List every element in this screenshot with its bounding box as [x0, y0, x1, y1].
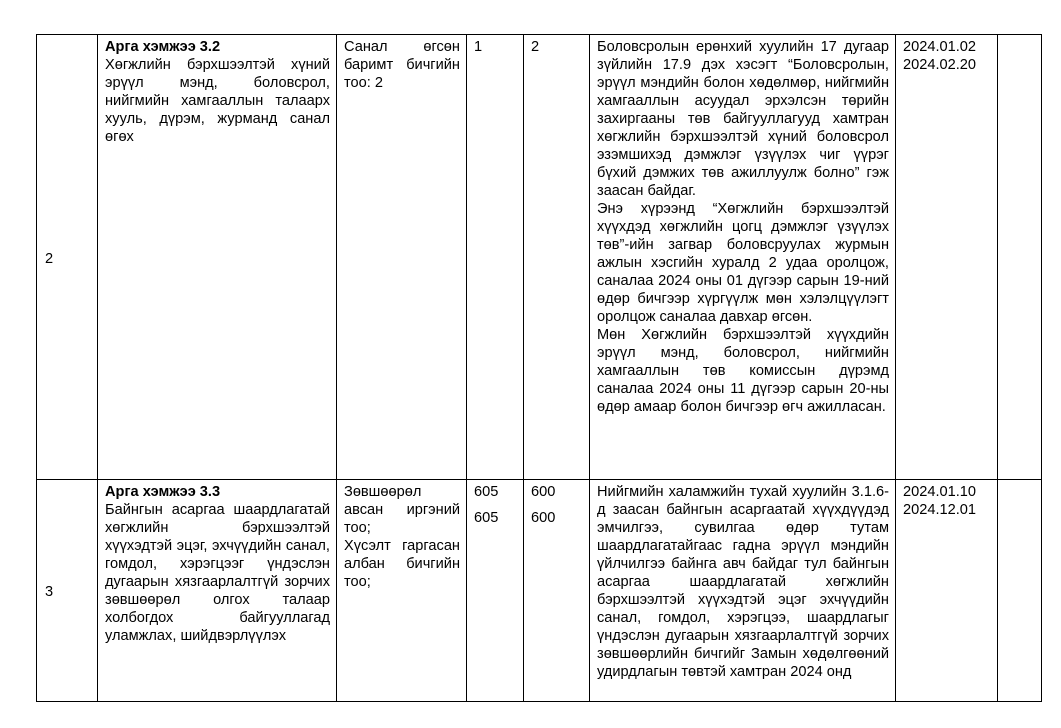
baseline-value: 605: [474, 484, 499, 500]
baseline-value: 605: [474, 510, 499, 526]
measure-text: Байнгын асаргаа шаардлагатай хөгжлийн бэ…: [105, 502, 330, 644]
description-cell: Нийгмийн халамжийн тухай хуулийн 3.1.6-д…: [589, 479, 896, 702]
date-end: 2024.02.20: [903, 57, 977, 73]
note-cell: [997, 34, 1042, 480]
dates-cell: 2024.01.02 2024.02.20: [895, 34, 998, 480]
target-value: 600: [531, 510, 556, 526]
description-paragraph: Мөн Хөгжлийн бэрхшээлтэй хүүхдийн эрүүл …: [597, 327, 889, 415]
target-cell: 600 600: [523, 479, 590, 702]
target-cell: 2: [523, 34, 590, 480]
indicator-cell: Санал өгсөн баримт бичгийн тоо: 2: [336, 34, 467, 480]
table-row: 3 Арга хэмжээ 3.3 Байнгын асаргаа шаардл…: [36, 479, 1042, 702]
measure-text: Хөгжлийн бэрхшээлтэй хүний эрүүл мэнд, б…: [105, 57, 330, 145]
description-paragraph: Боловсролын ерөнхий хуулийн 17 дугаар зү…: [597, 39, 889, 199]
indicator-cell: Зөвшөөрөл авсан иргэний тоо; Хүсэлт гарг…: [336, 479, 467, 702]
measure-cell: Арга хэмжээ 3.2 Хөгжлийн бэрхшээлтэй хүн…: [97, 34, 337, 480]
measure-title: Арга хэмжээ 3.3: [105, 484, 221, 500]
baseline-cell: 605 605: [466, 479, 524, 702]
indicator-item: Зөвшөөрөл авсан иргэний тоо;: [344, 484, 460, 536]
date-end: 2024.12.01: [903, 502, 977, 518]
target-value: 600: [531, 484, 556, 500]
measure-title: Арга хэмжээ 3.2: [105, 39, 221, 55]
description-paragraph: Энэ хүрээнд “Хөгжлийн бэрхшээлтэй хүүхдэ…: [597, 201, 889, 325]
description-cell: Боловсролын ерөнхий хуулийн 17 дугаар зү…: [589, 34, 896, 480]
table-row: 2 Арга хэмжээ 3.2 Хөгжлийн бэрхшээлтэй х…: [36, 34, 1042, 480]
dates-cell: 2024.01.10 2024.12.01: [895, 479, 998, 702]
date-start: 2024.01.10: [903, 484, 977, 500]
row-number: 2: [36, 34, 98, 480]
indicator-item: Хүсэлт гаргасан албан бичгийн тоо;: [344, 538, 460, 590]
description-paragraph: Нийгмийн халамжийн тухай хуулийн 3.1.6-д…: [597, 484, 889, 680]
row-number: 3: [36, 479, 98, 702]
measure-cell: Арга хэмжээ 3.3 Байнгын асаргаа шаардлаг…: [97, 479, 337, 702]
baseline-cell: 1: [466, 34, 524, 480]
note-cell: [997, 479, 1042, 702]
report-table: 2 Арга хэмжээ 3.2 Хөгжлийн бэрхшээлтэй х…: [36, 34, 1042, 702]
date-start: 2024.01.02: [903, 39, 977, 55]
